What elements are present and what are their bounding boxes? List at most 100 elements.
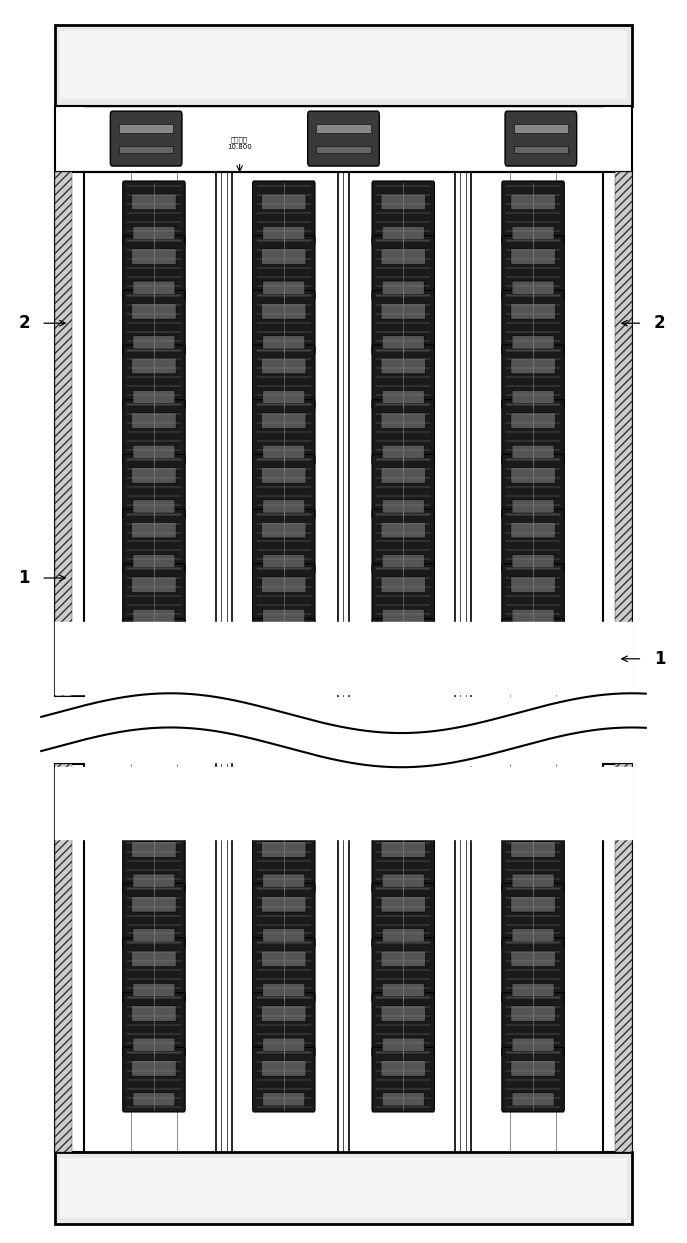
FancyBboxPatch shape (123, 619, 185, 684)
Bar (514, 124, 568, 133)
FancyBboxPatch shape (133, 226, 175, 240)
FancyBboxPatch shape (372, 829, 434, 894)
Bar (615, 172, 632, 696)
FancyBboxPatch shape (382, 445, 424, 459)
FancyBboxPatch shape (502, 564, 564, 629)
FancyBboxPatch shape (502, 510, 564, 574)
FancyBboxPatch shape (253, 400, 315, 465)
FancyBboxPatch shape (372, 400, 434, 465)
FancyBboxPatch shape (123, 993, 185, 1058)
Bar (119, 124, 173, 133)
FancyBboxPatch shape (502, 291, 564, 355)
FancyBboxPatch shape (263, 500, 305, 513)
FancyBboxPatch shape (382, 226, 424, 240)
FancyBboxPatch shape (263, 819, 305, 833)
Bar (60, 31, 627, 99)
FancyBboxPatch shape (133, 445, 175, 459)
FancyBboxPatch shape (263, 929, 305, 942)
Bar (55, 25, 632, 106)
FancyBboxPatch shape (512, 819, 554, 833)
FancyBboxPatch shape (511, 358, 555, 374)
FancyBboxPatch shape (502, 181, 564, 246)
FancyBboxPatch shape (381, 1006, 425, 1022)
FancyBboxPatch shape (512, 281, 554, 295)
FancyBboxPatch shape (253, 564, 315, 629)
FancyBboxPatch shape (512, 874, 554, 888)
FancyBboxPatch shape (381, 896, 425, 912)
FancyBboxPatch shape (372, 884, 434, 948)
Bar (603, 764, 632, 1152)
FancyBboxPatch shape (262, 896, 306, 912)
Text: 汽车入库
10.800: 汽车入库 10.800 (227, 137, 252, 150)
FancyBboxPatch shape (253, 455, 315, 520)
FancyBboxPatch shape (511, 577, 555, 593)
FancyBboxPatch shape (123, 236, 185, 301)
FancyBboxPatch shape (263, 1038, 305, 1052)
FancyBboxPatch shape (123, 455, 185, 520)
Bar (55, 1152, 632, 1224)
FancyBboxPatch shape (253, 993, 315, 1058)
FancyBboxPatch shape (512, 983, 554, 997)
FancyBboxPatch shape (132, 303, 176, 319)
FancyBboxPatch shape (381, 951, 425, 967)
FancyBboxPatch shape (262, 249, 306, 265)
FancyBboxPatch shape (123, 884, 185, 948)
FancyBboxPatch shape (263, 664, 305, 677)
Bar (55, 106, 632, 172)
FancyBboxPatch shape (502, 938, 564, 1003)
FancyBboxPatch shape (511, 1006, 555, 1022)
FancyBboxPatch shape (381, 522, 425, 538)
FancyBboxPatch shape (132, 249, 176, 265)
FancyBboxPatch shape (263, 390, 305, 404)
FancyBboxPatch shape (253, 291, 315, 355)
FancyBboxPatch shape (132, 951, 176, 967)
FancyBboxPatch shape (123, 510, 185, 574)
FancyBboxPatch shape (381, 467, 425, 484)
FancyBboxPatch shape (253, 619, 315, 684)
FancyBboxPatch shape (132, 358, 176, 374)
FancyBboxPatch shape (372, 619, 434, 684)
FancyBboxPatch shape (512, 929, 554, 942)
FancyBboxPatch shape (511, 842, 555, 858)
FancyBboxPatch shape (253, 774, 315, 839)
FancyBboxPatch shape (123, 346, 185, 410)
FancyBboxPatch shape (382, 1093, 424, 1106)
FancyBboxPatch shape (123, 829, 185, 894)
FancyBboxPatch shape (132, 413, 176, 429)
FancyBboxPatch shape (262, 787, 306, 803)
FancyBboxPatch shape (511, 303, 555, 319)
FancyBboxPatch shape (262, 194, 306, 210)
FancyBboxPatch shape (382, 281, 424, 295)
FancyBboxPatch shape (382, 500, 424, 513)
FancyBboxPatch shape (263, 226, 305, 240)
FancyBboxPatch shape (502, 884, 564, 948)
FancyBboxPatch shape (263, 609, 305, 623)
FancyBboxPatch shape (263, 874, 305, 888)
FancyBboxPatch shape (381, 358, 425, 374)
FancyBboxPatch shape (382, 819, 424, 833)
FancyBboxPatch shape (381, 249, 425, 265)
FancyBboxPatch shape (511, 631, 555, 648)
FancyBboxPatch shape (512, 226, 554, 240)
FancyBboxPatch shape (502, 829, 564, 894)
FancyBboxPatch shape (511, 522, 555, 538)
FancyBboxPatch shape (502, 774, 564, 839)
FancyBboxPatch shape (262, 631, 306, 648)
FancyBboxPatch shape (133, 929, 175, 942)
FancyBboxPatch shape (262, 842, 306, 858)
FancyBboxPatch shape (123, 564, 185, 629)
FancyBboxPatch shape (381, 577, 425, 593)
FancyBboxPatch shape (512, 554, 554, 568)
FancyBboxPatch shape (133, 819, 175, 833)
FancyBboxPatch shape (111, 111, 182, 167)
FancyBboxPatch shape (133, 336, 175, 349)
FancyBboxPatch shape (382, 664, 424, 677)
FancyBboxPatch shape (262, 1060, 306, 1076)
FancyBboxPatch shape (372, 181, 434, 246)
FancyBboxPatch shape (262, 303, 306, 319)
Bar (60, 1158, 627, 1218)
FancyBboxPatch shape (512, 336, 554, 349)
FancyBboxPatch shape (132, 522, 176, 538)
Text: 1: 1 (654, 650, 665, 667)
FancyBboxPatch shape (263, 1093, 305, 1106)
